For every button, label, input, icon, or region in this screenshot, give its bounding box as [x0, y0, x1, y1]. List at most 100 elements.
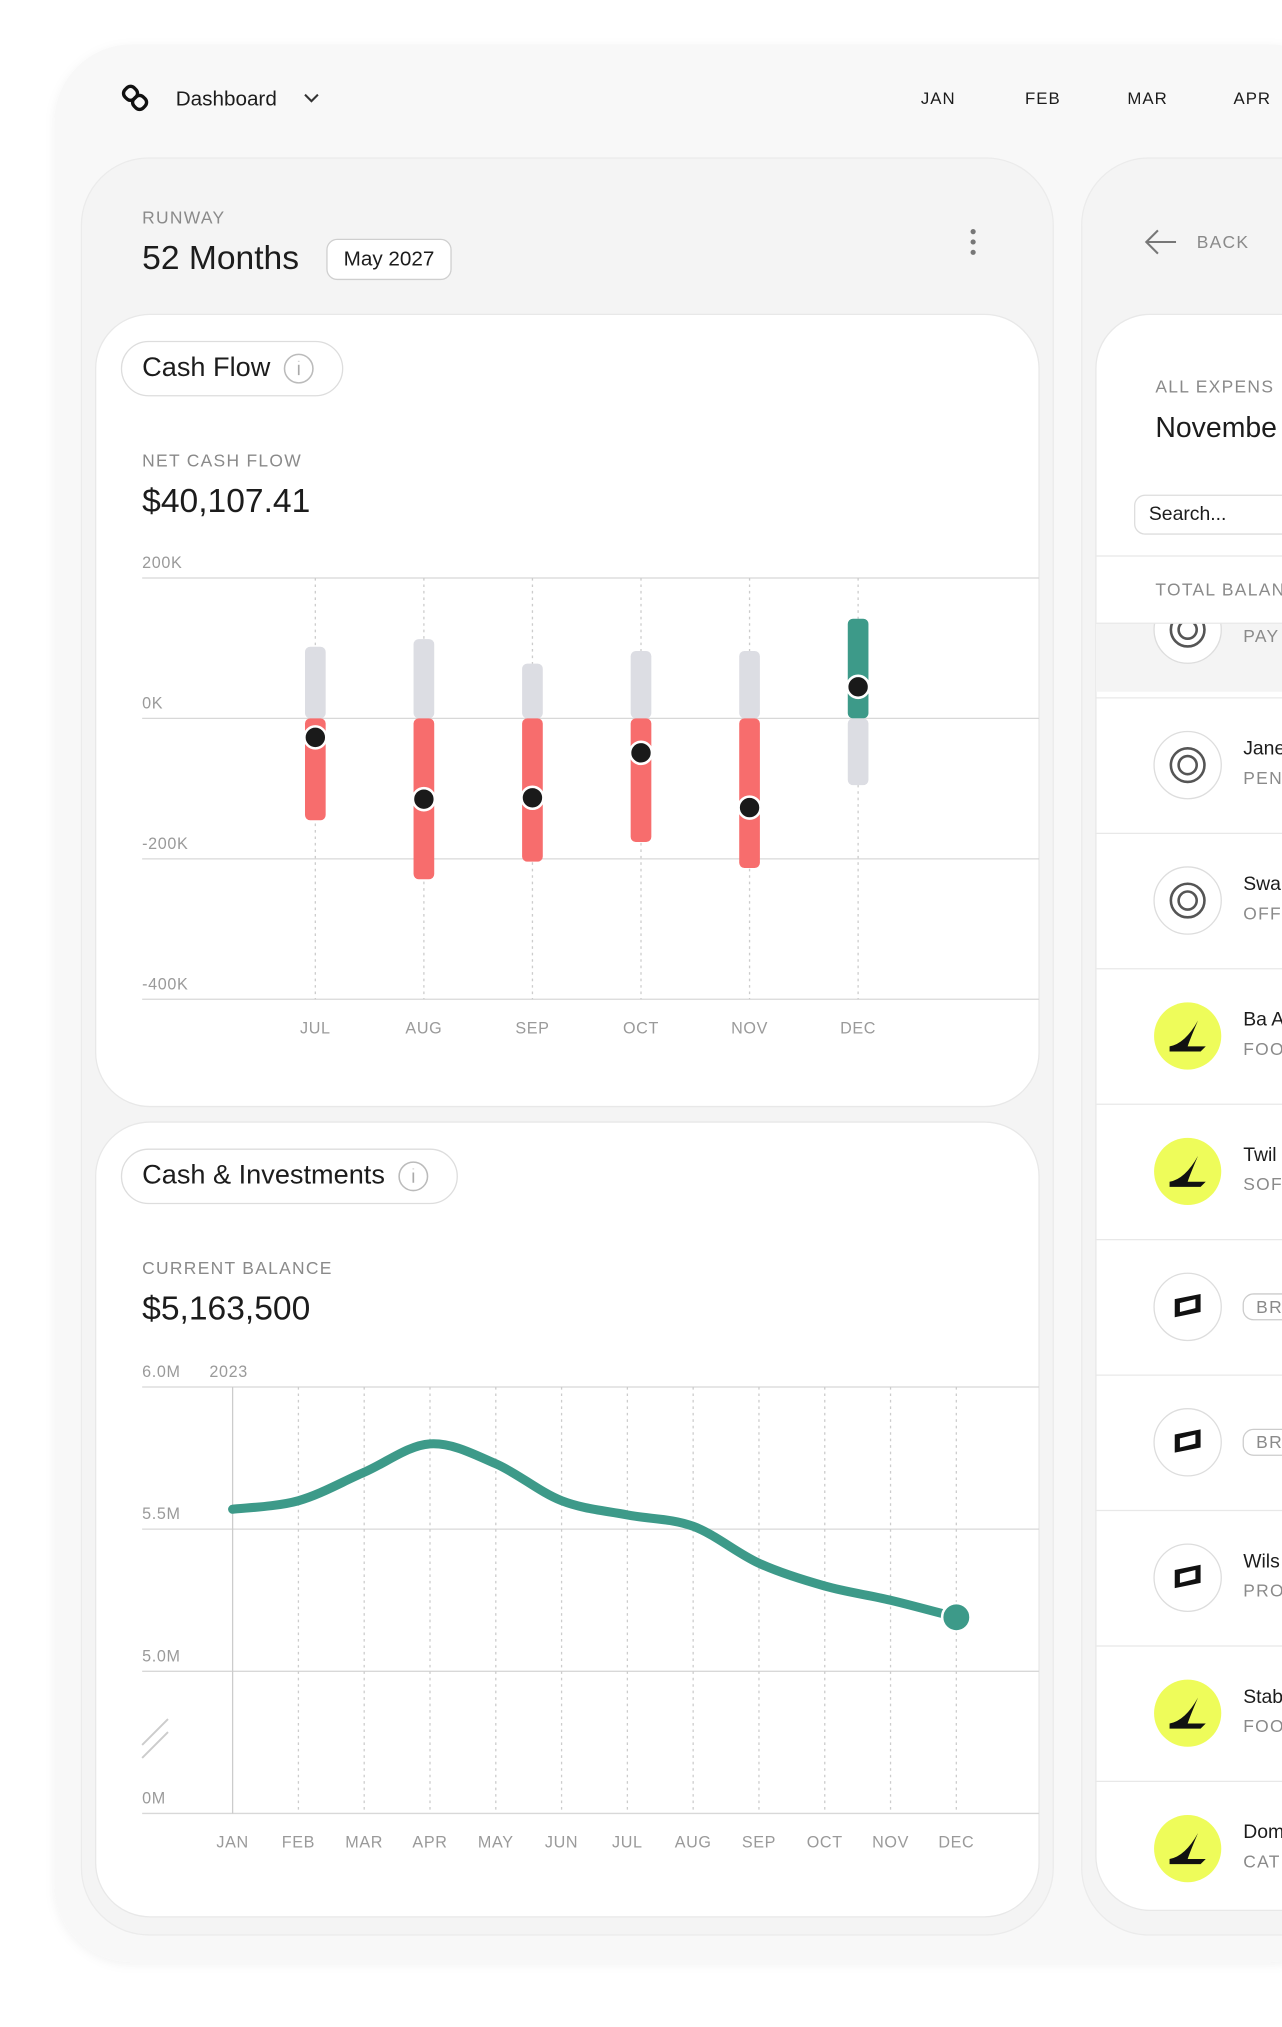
row-icon	[1169, 623, 1206, 648]
search-placeholder[interactable]: Search...	[1149, 503, 1227, 525]
row-name[interactable]: Wils	[1243, 1550, 1280, 1572]
title-pill	[120, 1148, 458, 1205]
date-badge	[326, 238, 452, 281]
runway-value: 52 Months	[142, 240, 299, 277]
row-category: PEN	[1243, 768, 1282, 788]
row-category: FOO	[1243, 1039, 1282, 1059]
x-tick-label: JUN	[545, 1833, 578, 1851]
row-name[interactable]: Twil	[1243, 1144, 1276, 1166]
row-icon	[1153, 1408, 1222, 1477]
y-tick-label: 200K	[142, 554, 182, 572]
dashboard-menu[interactable]: Dashboard	[176, 87, 277, 110]
y-tick-label: 0K	[142, 694, 163, 712]
x-tick-label: JUL	[300, 1019, 331, 1037]
y-tick-label: 5.5M	[142, 1505, 180, 1523]
row-category: OFFI	[1243, 903, 1282, 923]
bar	[413, 639, 435, 719]
x-tick-label: DEC	[938, 1833, 974, 1851]
net-dot	[845, 674, 871, 700]
metric-label: CURRENT BALANCE	[142, 1258, 333, 1278]
x-tick-label: NOV	[872, 1833, 909, 1851]
row-icon	[1177, 754, 1198, 776]
category-badge	[1242, 1293, 1282, 1321]
net-dot	[411, 786, 437, 812]
bar	[630, 651, 652, 719]
info-icon[interactable]	[283, 353, 314, 384]
net-dot	[737, 795, 762, 820]
month-tab[interactable]: FEB	[1025, 89, 1061, 108]
row-icon	[1169, 882, 1206, 919]
y-tick-label: 0M	[142, 1790, 166, 1808]
y-tick-label: 5.0M	[142, 1647, 180, 1665]
month-tab[interactable]: APR	[1233, 89, 1271, 108]
x-tick-label: SEP	[742, 1833, 776, 1851]
back-button[interactable]: BACK	[1197, 232, 1250, 252]
year-annotation: 2023	[209, 1363, 248, 1381]
row-name[interactable]: Jane	[1243, 738, 1282, 760]
chevron[interactable]	[304, 93, 319, 103]
bar	[304, 646, 326, 719]
net-dot	[628, 740, 654, 766]
balance-line	[228, 1439, 961, 1622]
x-tick-label: AUG	[405, 1019, 442, 1037]
row-icon	[1174, 1429, 1201, 1453]
y-tick-label: -200K	[142, 835, 188, 853]
row-name[interactable]: Stab	[1243, 1686, 1282, 1708]
y-tick-label: -400K	[142, 975, 188, 993]
y-tick-label: 6.0M	[142, 1363, 180, 1381]
card	[1095, 313, 1282, 1912]
bar	[847, 618, 869, 719]
category-badge	[1242, 1428, 1282, 1456]
x-tick-label: MAR	[345, 1833, 383, 1851]
search-input[interactable]	[1134, 494, 1282, 535]
row-icon	[1177, 623, 1198, 641]
expenses-label: ALL EXPENS	[1155, 377, 1274, 397]
end-dot	[940, 1601, 972, 1633]
row-icon	[1169, 1155, 1206, 1187]
bar	[847, 718, 869, 786]
month-tab[interactable]: MAR	[1127, 89, 1167, 108]
metric-label: NET CASH FLOW	[142, 450, 302, 470]
row-name[interactable]: Swa	[1243, 873, 1281, 895]
title-pill	[120, 340, 344, 397]
x-tick-label: AUG	[675, 1833, 712, 1851]
expenses-month: Novembe	[1155, 412, 1277, 444]
month-tab[interactable]: JAN	[921, 89, 956, 108]
metric-value: $5,163,500	[142, 1291, 310, 1328]
row-category: PAY	[1243, 626, 1279, 646]
row-icon	[1153, 1543, 1222, 1612]
row-category: PRO	[1243, 1581, 1282, 1601]
net-dot	[520, 785, 545, 811]
x-tick-label: NOV	[731, 1019, 768, 1037]
card	[94, 1121, 1040, 1918]
card-title: Cash & Investments	[142, 1159, 385, 1190]
row-icon	[1153, 1272, 1222, 1342]
x-tick-label: JAN	[216, 1833, 248, 1851]
x-tick-label: APR	[412, 1833, 447, 1851]
row-icon	[1169, 1697, 1206, 1729]
bar	[739, 718, 760, 868]
back-arrow[interactable]	[1144, 229, 1177, 255]
runway-date: May 2027	[344, 248, 435, 271]
x-tick-label: OCT	[623, 1019, 659, 1037]
more-menu[interactable]	[970, 229, 976, 255]
row-icon	[1153, 866, 1222, 935]
x-tick-label: FEB	[282, 1833, 315, 1851]
row-category: BRI	[1256, 1297, 1282, 1317]
row-icon	[1174, 1564, 1201, 1589]
row-category: CAT	[1243, 1851, 1280, 1871]
net-dot	[303, 725, 328, 750]
row-name[interactable]: Dom	[1243, 1821, 1282, 1843]
row-category: SOF	[1243, 1174, 1282, 1194]
card	[94, 313, 1040, 1108]
info-icon[interactable]	[398, 1161, 429, 1192]
x-tick-label: SEP	[515, 1019, 549, 1037]
row-icon	[1153, 730, 1222, 800]
row-category: BRI	[1256, 1432, 1282, 1452]
bar	[739, 651, 760, 719]
row-category: FOO	[1243, 1716, 1282, 1736]
row-icon	[1169, 1020, 1206, 1052]
row-name[interactable]: Ba A	[1243, 1009, 1282, 1031]
